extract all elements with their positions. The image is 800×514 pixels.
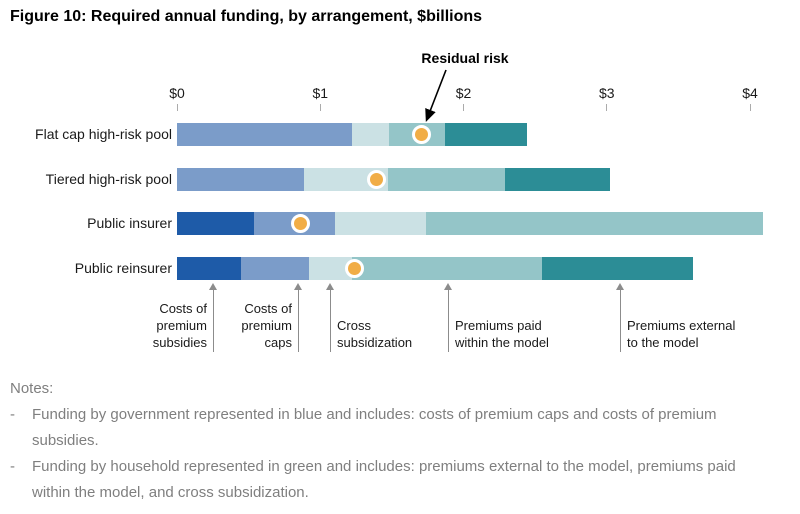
note-item: - Funding by government represented in b… bbox=[10, 402, 785, 454]
note-bullet: - bbox=[10, 406, 15, 423]
bar-segment-cross-subsidization bbox=[351, 123, 389, 146]
note-item: - Funding by household represented in gr… bbox=[10, 454, 785, 506]
bar-segment-costs-of-premium-caps bbox=[177, 168, 305, 191]
segment-label-cross-subsidization: Cross subsidization bbox=[337, 318, 413, 350]
leader-line bbox=[212, 290, 214, 352]
category-label-tiered-high-risk-pool: Tiered high-risk pool bbox=[45, 171, 172, 187]
stacked-bar-chart: Residual risk $0 $1 $2 $3 $4 Flat cap high-ri… bbox=[35, 50, 763, 352]
segment-label-premiums-external-to-the-model: Premiums external to the model bbox=[627, 318, 736, 350]
category-label-public-reinsurer: Public reinsurer bbox=[74, 260, 172, 276]
residual-risk-marker bbox=[290, 214, 310, 233]
x-axis-tick-mark bbox=[463, 104, 464, 111]
segment-label-costs-of-premium-subsidies: Costs of premium subsidies bbox=[152, 301, 207, 350]
bar-segment-cross-subsidization bbox=[334, 212, 427, 235]
segment-label-premiums-paid-within-the-model: Premiums paid within the model bbox=[455, 318, 549, 350]
x-axis-tick-label: $0 bbox=[169, 85, 185, 101]
category-label-public-insurer: Public insurer bbox=[87, 215, 172, 231]
x-axis-tick-label: $4 bbox=[742, 85, 758, 101]
note-text-government: Funding by government represented in blu… bbox=[32, 406, 717, 449]
residual-risk-annotation-label: Residual risk bbox=[421, 50, 509, 66]
notes-section: Notes: - Funding by government represent… bbox=[10, 376, 785, 506]
leader-line bbox=[329, 290, 331, 352]
residual-risk-marker bbox=[412, 125, 432, 144]
leader-arrowhead-icon bbox=[615, 283, 624, 290]
figure-title: Figure 10: Required annual funding, by a… bbox=[10, 8, 483, 25]
category-label-flat-cap-high-risk-pool: Flat cap high-risk pool bbox=[35, 126, 172, 142]
leader-arrowhead-icon bbox=[325, 283, 334, 290]
x-axis-tick-mark bbox=[319, 104, 321, 111]
x-axis-tick-mark bbox=[749, 104, 751, 111]
bar-segment-premiums-external-to-the-model bbox=[542, 257, 693, 280]
bar-segment-costs-of-premium-caps bbox=[241, 257, 309, 280]
x-axis-tick-mark bbox=[176, 104, 178, 111]
bar-segment-costs-of-premium-caps bbox=[177, 123, 352, 146]
bar-segment-premiums-external-to-the-model bbox=[505, 168, 610, 191]
bar-segment-premiums-paid-within-the-model bbox=[387, 168, 506, 191]
bar-segment-cross-subsidization bbox=[304, 168, 388, 191]
residual-risk-marker bbox=[345, 259, 365, 278]
x-axis-tick-label: $3 bbox=[598, 85, 615, 101]
bar-segment-premiums-paid-within-the-model bbox=[351, 257, 543, 280]
bar-segment-cross-subsidization bbox=[308, 257, 352, 280]
x-axis-tick-label: $1 bbox=[312, 85, 329, 101]
note-bullet: - bbox=[10, 458, 15, 475]
bar-segment-premiums-paid-within-the-model bbox=[426, 212, 763, 235]
x-axis-tick-label: $2 bbox=[455, 85, 472, 101]
leader-line bbox=[619, 290, 621, 352]
notes-heading: Notes: bbox=[10, 380, 54, 397]
x-axis-tick-mark bbox=[606, 104, 608, 111]
note-text-household: Funding by household represented in gree… bbox=[32, 458, 736, 501]
segment-label-costs-of-premium-caps: Costs of premium caps bbox=[241, 301, 292, 350]
residual-risk-marker bbox=[366, 170, 386, 189]
bar-segment-premiums-external-to-the-model bbox=[444, 123, 527, 146]
bar-segment-costs-of-premium-subsidies bbox=[177, 212, 255, 235]
bar-segment-costs-of-premium-subsidies bbox=[177, 257, 242, 280]
leader-line bbox=[297, 290, 299, 352]
leader-arrowhead-icon bbox=[293, 283, 302, 290]
leader-arrowhead-icon bbox=[208, 283, 217, 290]
leader-line bbox=[447, 290, 449, 352]
leader-arrowhead-icon bbox=[443, 283, 452, 290]
